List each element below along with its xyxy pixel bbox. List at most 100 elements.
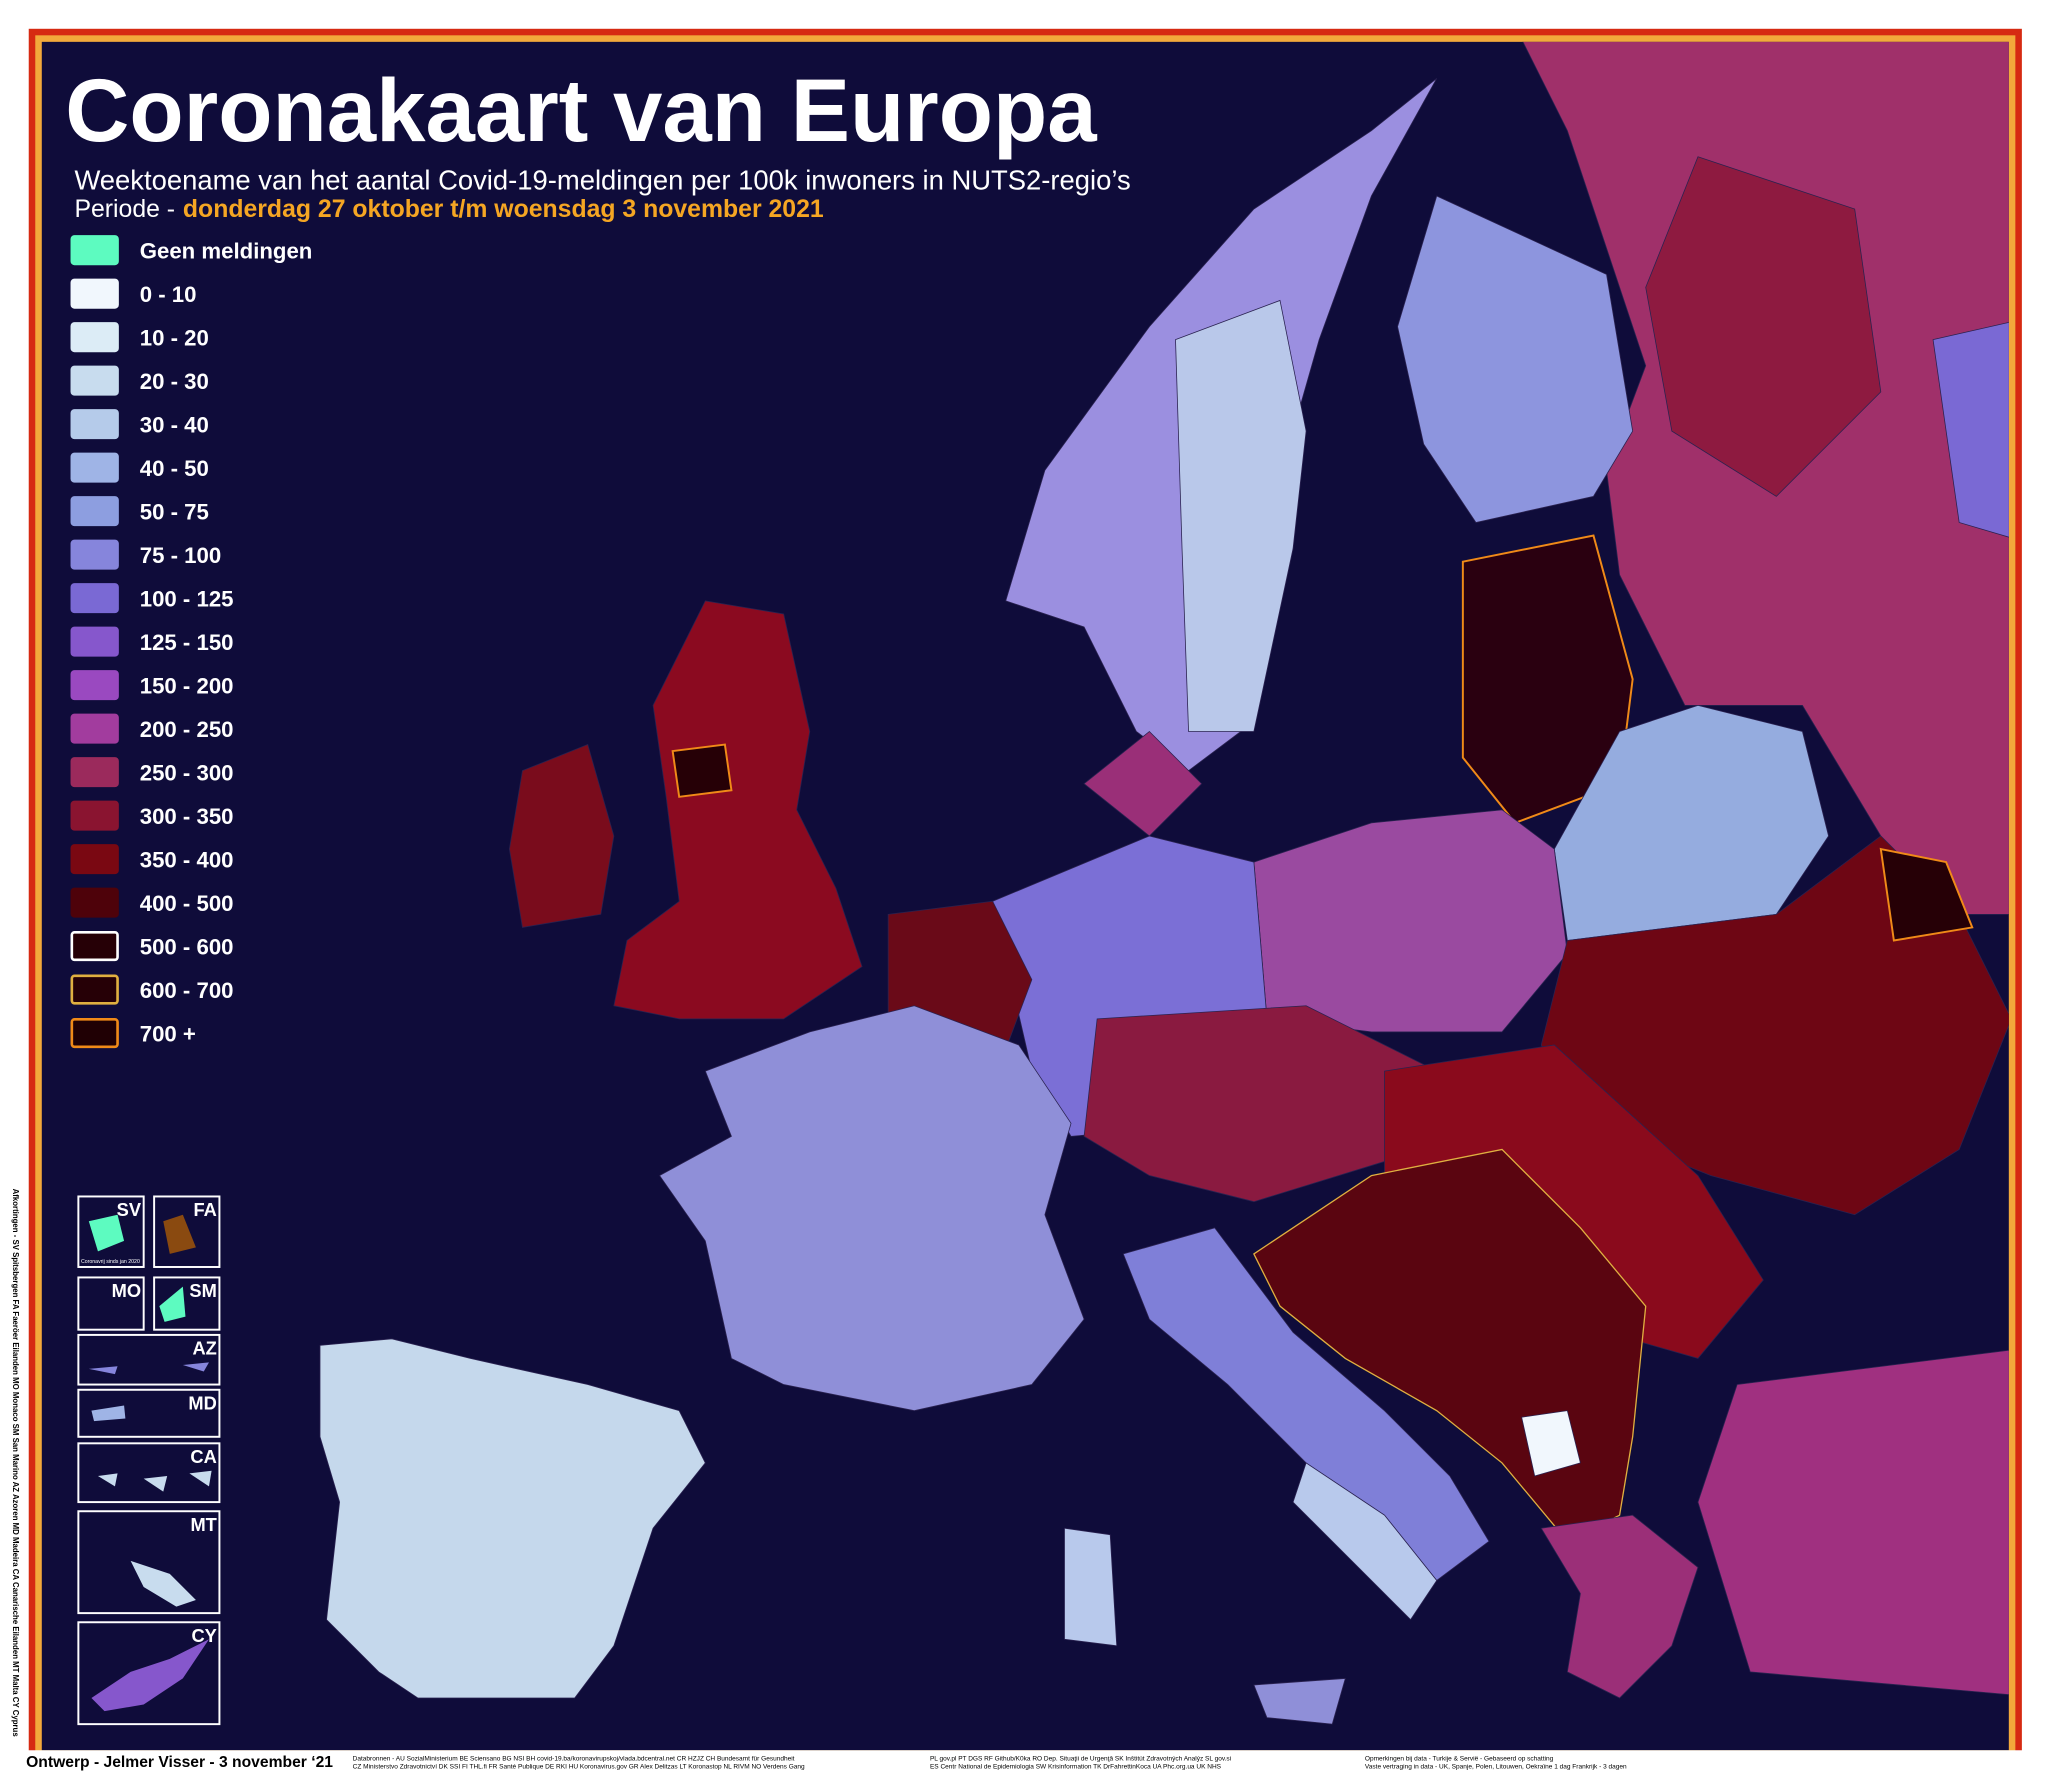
sweden bbox=[1175, 299, 1307, 732]
footer-bar bbox=[0, 1750, 2048, 1772]
inset-box bbox=[153, 1276, 221, 1331]
inset-box bbox=[77, 1510, 221, 1615]
legend-label: 500 - 600 bbox=[140, 935, 234, 960]
legend-swatch bbox=[70, 1018, 119, 1049]
legend-label: 400 - 500 bbox=[140, 891, 234, 916]
inset-box bbox=[77, 1333, 221, 1386]
inset-label: AZ bbox=[192, 1338, 216, 1359]
sources: Databronnen - AU SozialMinisterium BE Sc… bbox=[353, 1756, 795, 1763]
legend-label: 10 - 20 bbox=[140, 326, 209, 351]
legend-label: 125 - 150 bbox=[140, 630, 234, 655]
remarks: Vaste vertraging in data - UK, Spanje, P… bbox=[1365, 1764, 1627, 1771]
legend-swatch bbox=[70, 931, 119, 962]
legend-label: 700 + bbox=[140, 1022, 196, 1047]
legend-label: 100 - 125 bbox=[140, 587, 234, 612]
legend-swatch bbox=[70, 974, 119, 1005]
legend-swatch bbox=[70, 235, 119, 266]
denmark bbox=[1083, 730, 1203, 837]
sources: CZ Ministerstvo Zdravotnictví DK SSI FI … bbox=[353, 1764, 805, 1771]
legend-swatch bbox=[70, 844, 119, 875]
legend-label: 50 - 75 bbox=[140, 500, 209, 525]
russia-north bbox=[1645, 156, 1882, 497]
central-europe bbox=[1083, 1005, 1438, 1203]
inset-label: FA bbox=[193, 1199, 216, 1220]
legend-swatch bbox=[70, 757, 119, 788]
finland bbox=[1397, 195, 1634, 523]
period: donderdag 27 oktober t/m woensdag 3 nove… bbox=[183, 196, 824, 223]
faroe bbox=[163, 1214, 196, 1254]
sicily bbox=[1253, 1677, 1346, 1725]
subtitle: Weektoename van het aantal Covid-19-meld… bbox=[74, 164, 1130, 195]
san-marino bbox=[159, 1286, 186, 1322]
inset-label: MO bbox=[112, 1280, 141, 1301]
abbreviations: Afkortingen - SV Spitsbergen FA Faeröer … bbox=[11, 1189, 20, 1738]
legend: Geen meldingen 0 - 10 10 - 20 20 - 30 30 - 4… bbox=[70, 235, 313, 1049]
south-italy bbox=[1292, 1462, 1438, 1621]
inset-label: MT bbox=[190, 1514, 216, 1535]
map bbox=[319, 41, 2009, 1725]
legend-swatch bbox=[70, 409, 119, 440]
inset-label: CY bbox=[191, 1625, 216, 1646]
legend-swatch bbox=[70, 626, 119, 657]
period-prefix: Periode - bbox=[74, 196, 175, 223]
legend-label: 30 - 40 bbox=[140, 413, 209, 438]
inset-box bbox=[153, 1195, 221, 1268]
legend-swatch bbox=[70, 452, 119, 483]
sources: PL gov.pl PT DGS RF Github/K0ka RO Dep. … bbox=[930, 1756, 1232, 1763]
great-britain bbox=[613, 600, 863, 1020]
legend-swatch bbox=[70, 670, 119, 701]
canaries bbox=[97, 1470, 212, 1492]
insets: SV Coronavrij sinds jan 2020 FA MO SM AZ… bbox=[77, 1195, 221, 1726]
greece bbox=[1540, 1514, 1699, 1699]
legend-swatch bbox=[70, 496, 119, 527]
iberia bbox=[319, 1338, 706, 1699]
inset-note: Coronavrij sinds jan 2020 bbox=[81, 1259, 140, 1265]
france bbox=[659, 1005, 1085, 1412]
sardinia bbox=[1064, 1527, 1118, 1647]
ireland bbox=[508, 744, 615, 928]
legend-swatch bbox=[70, 365, 119, 396]
turkey bbox=[1697, 1349, 2009, 1695]
legend-label: Geen meldingen bbox=[140, 239, 313, 264]
legend-swatch bbox=[70, 278, 119, 309]
legend-label: 20 - 30 bbox=[140, 369, 209, 394]
legend-label: 350 - 400 bbox=[140, 848, 234, 873]
inset-label: SV bbox=[117, 1199, 142, 1220]
legend-swatch bbox=[70, 713, 119, 744]
malta bbox=[130, 1560, 196, 1607]
cyprus bbox=[91, 1639, 209, 1712]
inset-label: CA bbox=[190, 1446, 216, 1467]
inset-box bbox=[77, 1442, 221, 1504]
legend-label: 150 - 200 bbox=[140, 674, 234, 699]
inset-box bbox=[77, 1195, 145, 1268]
credit: Ontwerp - Jelmer Visser - 3 november ‘21 bbox=[26, 1754, 333, 1771]
legend-label: 0 - 10 bbox=[140, 282, 197, 307]
legend-label: 75 - 100 bbox=[140, 543, 221, 568]
legend-swatch bbox=[70, 583, 119, 614]
legend-label: 250 - 300 bbox=[140, 761, 234, 786]
legend-label: 600 - 700 bbox=[140, 978, 234, 1003]
remarks: Opmerkingen bij data - Turkije & Servië … bbox=[1365, 1756, 1554, 1763]
sources: ES Centr National de Epidemiologia SW Kr… bbox=[930, 1764, 1222, 1771]
inset-label: MD bbox=[188, 1392, 216, 1413]
russia-east bbox=[1932, 322, 2009, 538]
scotland-hotspot bbox=[671, 743, 733, 798]
legend-label: 40 - 50 bbox=[140, 456, 209, 481]
legend-swatch bbox=[70, 539, 119, 570]
azores bbox=[88, 1362, 209, 1375]
legend-label: 300 - 350 bbox=[140, 804, 234, 829]
period-line: Periode - donderdag 27 oktober t/m woensd… bbox=[74, 196, 823, 223]
svalbard bbox=[88, 1214, 125, 1252]
italy bbox=[1122, 1227, 1490, 1582]
kosovo bbox=[1521, 1410, 1581, 1477]
legend-label: 200 - 250 bbox=[140, 717, 234, 742]
legend-swatch bbox=[70, 800, 119, 831]
title: Coronakaart van Europa bbox=[65, 61, 1097, 160]
inset-box bbox=[77, 1621, 221, 1726]
inset-label: SM bbox=[189, 1280, 216, 1301]
legend-swatch bbox=[70, 322, 119, 353]
inset-box bbox=[77, 1276, 145, 1331]
